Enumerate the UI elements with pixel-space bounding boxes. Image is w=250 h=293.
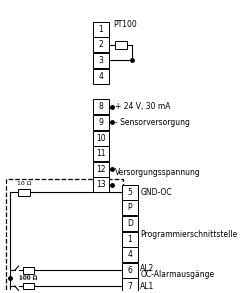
Bar <box>93 178 109 193</box>
Text: 6: 6 <box>128 266 132 275</box>
Bar <box>122 278 138 293</box>
Text: Programmierschnittstelle: Programmierschnittstelle <box>140 230 237 239</box>
Text: 100 Ω: 100 Ω <box>19 275 38 280</box>
Text: - Sensorversorgung: - Sensorversorgung <box>114 118 190 127</box>
Text: 100 Ω: 100 Ω <box>19 276 38 281</box>
Bar <box>114 41 127 49</box>
Text: 4: 4 <box>128 250 132 259</box>
Bar <box>22 267 34 274</box>
Bar <box>93 69 109 84</box>
Text: 1: 1 <box>98 25 103 34</box>
Bar <box>122 200 138 215</box>
Text: 1: 1 <box>128 235 132 243</box>
Text: GND-OC: GND-OC <box>140 188 172 197</box>
Text: 7: 7 <box>128 282 132 291</box>
Text: 2: 2 <box>98 40 103 49</box>
Bar <box>122 185 138 200</box>
Text: 3: 3 <box>98 56 103 65</box>
Bar <box>93 115 109 130</box>
Bar <box>93 37 109 52</box>
Text: 4: 4 <box>98 71 103 81</box>
Text: P: P <box>128 203 132 212</box>
Text: 12: 12 <box>96 165 106 174</box>
Bar <box>93 162 109 177</box>
Bar <box>22 283 34 289</box>
Text: 13: 13 <box>96 180 106 190</box>
Bar <box>93 146 109 161</box>
Bar <box>93 53 109 68</box>
Bar <box>93 131 109 146</box>
Text: 8: 8 <box>98 102 103 111</box>
Bar <box>122 216 138 231</box>
Text: 5: 5 <box>128 188 132 197</box>
Bar <box>93 99 109 114</box>
Text: 10: 10 <box>96 134 106 143</box>
Bar <box>122 263 138 278</box>
Text: AL1: AL1 <box>140 282 154 291</box>
Text: 11: 11 <box>96 149 106 158</box>
Bar <box>6 179 123 293</box>
Text: 10 Ω: 10 Ω <box>17 181 32 186</box>
Text: Versorgungsspannung: Versorgungsspannung <box>114 168 200 177</box>
Bar <box>122 231 138 247</box>
Text: + 24 V, 30 mA: + 24 V, 30 mA <box>114 102 170 111</box>
Text: OC-Alarmausgänge: OC-Alarmausgänge <box>140 270 214 279</box>
Bar <box>18 189 30 196</box>
Bar <box>122 247 138 262</box>
Text: 9: 9 <box>98 118 103 127</box>
Bar <box>93 22 109 37</box>
Text: PT100: PT100 <box>114 20 137 29</box>
Text: AL2: AL2 <box>140 265 154 273</box>
Text: D: D <box>127 219 133 228</box>
